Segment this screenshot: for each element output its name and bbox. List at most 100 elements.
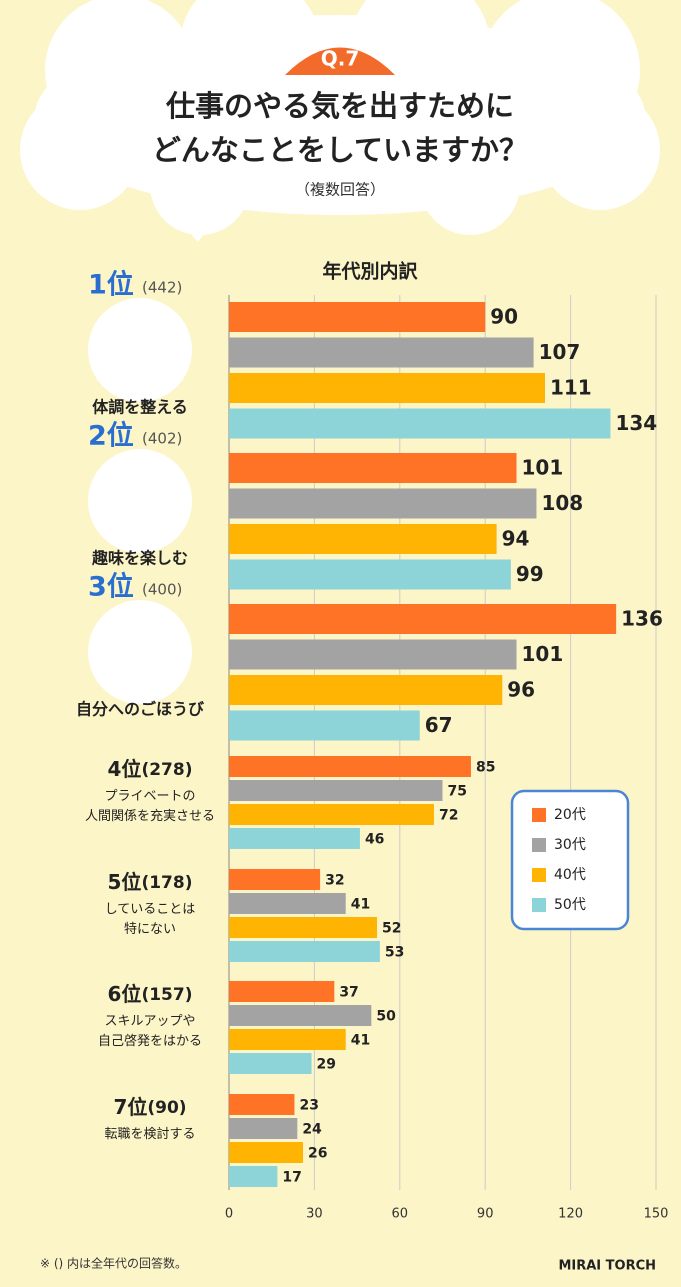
rank-number: 6位 (108, 982, 142, 1006)
x-tick-label: 90 (477, 1207, 494, 1222)
rank-total: (442) (142, 279, 182, 297)
value-label: 52 (382, 921, 401, 937)
value-label: 136 (621, 607, 663, 631)
x-tick-label: 30 (306, 1207, 323, 1222)
legend-label: 20代 (554, 807, 586, 823)
value-label: 101 (522, 456, 564, 480)
bar (229, 453, 517, 483)
bar (229, 756, 471, 777)
title: どんなことをしていますか？ (152, 133, 528, 167)
value-label: 46 (365, 832, 384, 848)
note: （複数回答） (295, 181, 385, 199)
x-tick-label: 60 (392, 1207, 409, 1222)
value-label: 53 (385, 945, 404, 961)
value-label: 41 (351, 1033, 370, 1049)
illustration-circle (88, 298, 192, 402)
rank-total: (278) (141, 760, 192, 780)
bar (229, 1118, 298, 1139)
category-label: スキルアップや自己啓発をはかる (98, 1014, 202, 1049)
bar (229, 710, 420, 741)
rank-total: (402) (142, 430, 182, 448)
value-label: 37 (339, 985, 358, 1001)
subtitle: 年代別内訳 (322, 260, 418, 283)
illustration-circle (88, 600, 192, 704)
footnote: ※ () 内は全年代の回答数。 (40, 1256, 187, 1271)
category-label: していることは特にない (105, 902, 196, 937)
value-label: 23 (299, 1098, 318, 1114)
rank: 7位(90) (113, 1095, 186, 1119)
x-tick-label: 120 (558, 1207, 583, 1222)
bar (229, 780, 443, 801)
rank: 1位 (88, 269, 134, 301)
legend-box (510, 789, 630, 931)
bar (229, 941, 380, 962)
value-label: 107 (539, 340, 581, 364)
category-line: プライベートの (104, 789, 195, 804)
value-label: 72 (439, 808, 458, 824)
legend-swatch (532, 808, 546, 822)
rank: 6位(157) (108, 982, 193, 1006)
category-line: 自己啓発をはかる (98, 1034, 202, 1049)
category-label: 体調を整える (92, 398, 188, 417)
bar (229, 828, 360, 849)
rank-total: (178) (141, 873, 192, 893)
rank-number: 7位 (113, 1095, 147, 1119)
speech-cloud (20, 0, 660, 242)
bar (229, 869, 321, 890)
category-line: 特にない (124, 922, 176, 937)
bar (229, 675, 503, 705)
bar (229, 917, 378, 938)
value-label: 75 (448, 784, 467, 800)
category-line: していることは (105, 902, 196, 917)
x-tick-label: 0 (225, 1207, 233, 1222)
legend-label: 50代 (554, 897, 586, 913)
category-line: スキルアップや (104, 1014, 195, 1029)
grid (228, 295, 657, 1190)
value-label: 99 (516, 562, 544, 586)
rank: 2位 (88, 420, 134, 452)
value-label: 96 (507, 678, 535, 702)
bar (229, 639, 517, 670)
bar (229, 1005, 372, 1026)
value-label: 94 (502, 527, 530, 551)
bar (229, 893, 346, 914)
rank-total: (90) (147, 1098, 186, 1118)
value-label: 32 (325, 873, 344, 889)
illustration-circle (88, 449, 192, 553)
category-label: 趣味を楽しむ (91, 549, 188, 568)
bar (229, 604, 617, 634)
badge (285, 47, 395, 75)
bar (229, 1029, 346, 1050)
value-label: 24 (302, 1122, 322, 1138)
value-label: 67 (425, 713, 453, 737)
rank-number: 5位 (108, 870, 142, 894)
bar (229, 337, 534, 368)
value-label: 26 (308, 1146, 327, 1162)
legend-label: 30代 (554, 837, 586, 853)
badge-text: Q.7 (321, 47, 360, 71)
title: 仕事のやる気を出すために (165, 89, 514, 123)
value-label: 85 (476, 760, 495, 776)
legend-swatch (532, 868, 546, 882)
rank-number: 4位 (108, 757, 142, 781)
value-label: 17 (282, 1170, 301, 1186)
plot (88, 298, 617, 1187)
category-line: 人間関係を充実させる (85, 808, 215, 824)
category-label: 転職を検討する (104, 1126, 195, 1142)
category-label: プライベートの人間関係を充実させる (85, 789, 215, 824)
value-label: 108 (541, 491, 583, 515)
value-label: 90 (490, 305, 518, 329)
value-label: 50 (376, 1009, 396, 1025)
bar (229, 559, 511, 590)
bar (229, 1142, 304, 1163)
bar (229, 1053, 312, 1074)
bar (229, 302, 486, 332)
rank-total: (400) (142, 581, 182, 599)
legend-swatch (532, 898, 546, 912)
bar (229, 1094, 295, 1115)
value-label: 111 (550, 376, 592, 400)
value-label: 101 (522, 642, 564, 666)
x-tick-label: 150 (644, 1207, 669, 1222)
legend-label: 40代 (554, 867, 586, 883)
